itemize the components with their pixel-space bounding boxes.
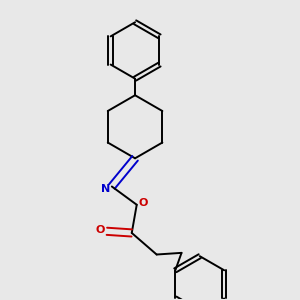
Text: O: O xyxy=(138,198,147,208)
Text: O: O xyxy=(95,225,105,235)
Text: N: N xyxy=(101,184,110,194)
